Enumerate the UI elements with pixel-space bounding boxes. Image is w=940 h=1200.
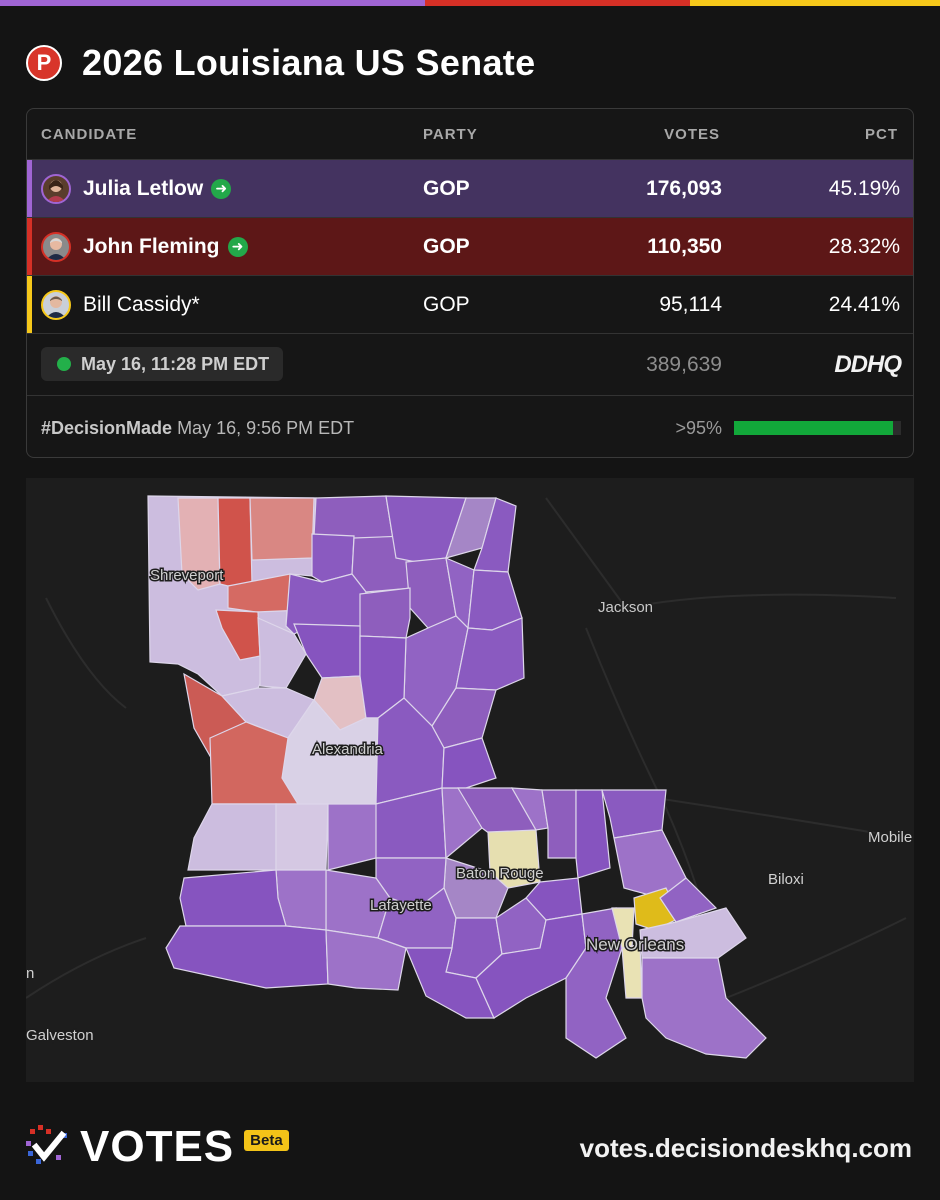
candidate-party: GOP [423,292,470,316]
table-row[interactable]: John Fleming ➜ GOP 110,350 28.32% [27,217,913,275]
votes-logo-text: VOTES [80,1122,235,1171]
last-updated-time: May 16, 11:28 PM EDT [81,353,270,374]
ddhq-logo: DDHQ [834,351,902,378]
candidate-votes: 176,093 [646,176,722,200]
results-card: CANDIDATE PARTY VOTES PCT Julia Letlow ➜… [26,108,914,458]
beta-badge: Beta [244,1129,289,1151]
louisiana-counties [147,495,767,1059]
map-label-jackson: Jackson [598,599,653,616]
decision-label: #DecisionMade May 16, 9:56 PM EDT [41,418,354,439]
top-bar-yellow [690,0,940,6]
avatar [41,173,71,204]
candidate-name-cell: Bill Cassidy* [83,293,200,317]
last-updated-chip: May 16, 11:28 PM EDT [41,347,284,381]
page-header: P 2026 Louisiana US Senate [26,42,535,84]
top-bar-red [425,0,690,6]
advancing-arrow-icon: ➜ [211,178,232,199]
candidate-pct: 28.32% [828,234,900,258]
map-label-mobile: Mobile [868,829,912,846]
probability-bar-fill [734,421,893,435]
decision-probability: >95% [675,418,722,438]
header-votes: VOTES [664,126,720,143]
county-results-map[interactable]: Shreveport Jackson Alexandria Baton Roug… [26,478,914,1082]
map-label-edge: n [26,965,34,982]
candidate-votes: 110,350 [647,234,722,258]
map-label-lafayette: Lafayette [370,897,432,914]
live-status-dot-icon [57,357,71,371]
row-color-bar [27,276,32,333]
map-label-new-orleans: New Orleans [586,935,684,954]
candidate-votes: 95,114 [659,292,722,316]
table-row[interactable]: Bill Cassidy* GOP 95,114 24.41% [27,275,913,333]
header-pct: PCT [865,126,898,143]
top-bar-purple [0,0,425,6]
site-url[interactable]: votes.decisiondeskhq.com [579,1133,912,1163]
candidate-pct: 24.41% [828,292,900,316]
map-label-alexandria: Alexandria [312,741,384,758]
votes-logo: VOTES Beta [26,1122,289,1172]
candidate-name-cell: Julia Letlow ➜ [83,176,232,201]
decision-row: #DecisionMade May 16, 9:56 PM EDT >95% [27,395,913,457]
decision-time: May 16, 9:56 PM EDT [177,418,355,438]
candidate-pct: 45.19% [828,176,900,200]
row-color-bar [27,160,32,217]
probability-bar [734,421,901,435]
advancing-arrow-icon: ➜ [227,236,248,257]
candidate-party: GOP [423,176,470,200]
candidate-name: John Fleming [83,234,220,258]
header-party: PARTY [423,126,478,143]
page-title: 2026 Louisiana US Senate [82,42,536,83]
total-votes: 389,639 [646,353,722,376]
map-label-galveston: Galveston [26,1027,94,1044]
map-label-baton-rouge: Baton Rouge [456,865,544,882]
candidate-name: Bill Cassidy* [83,292,200,316]
avatar [41,289,71,320]
header-candidate: CANDIDATE [41,126,138,143]
candidate-name: Julia Letlow [83,176,204,200]
map-canvas: Shreveport Jackson Alexandria Baton Roug… [26,495,914,1059]
top-color-bar [0,0,940,6]
decision-hashtag[interactable]: #DecisionMade [41,418,173,438]
map-label-shreveport: Shreveport [150,567,224,584]
row-color-bar [27,218,32,275]
status-row: May 16, 11:28 PM EDT 389,639 DDHQ [27,333,913,395]
map-label-biloxi: Biloxi [768,871,804,888]
candidate-party: GOP [423,234,470,258]
party-badge: P [26,45,62,81]
candidate-name-cell: John Fleming ➜ [83,235,248,259]
table-row[interactable]: Julia Letlow ➜ GOP 176,093 45.19% [27,159,913,217]
votes-check-icon [26,1125,67,1164]
table-header: CANDIDATE PARTY VOTES PCT [27,109,913,159]
avatar [41,231,71,262]
map-place-labels: Shreveport Jackson Alexandria Baton Roug… [26,566,914,1046]
